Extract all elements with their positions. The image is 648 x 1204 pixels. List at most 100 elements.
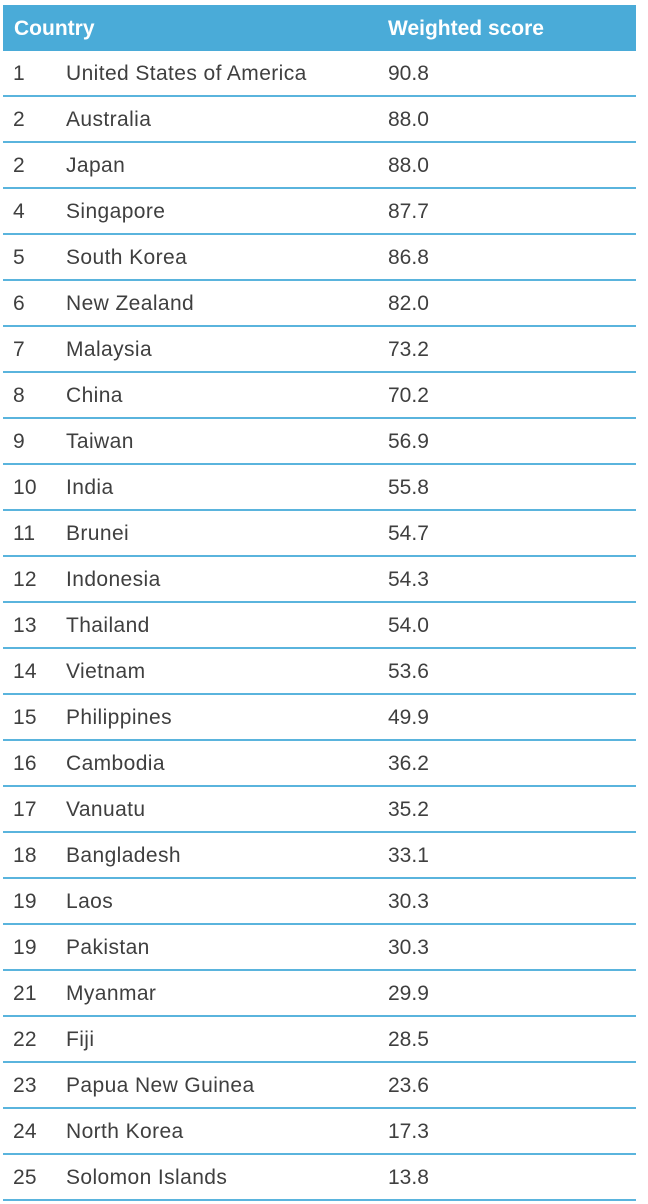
row-country: Australia [66, 108, 152, 131]
row-score: 30.3 [388, 936, 429, 959]
row-score: 30.3 [388, 890, 429, 913]
row-rank: 22 [13, 1028, 37, 1051]
row-rank: 13 [13, 614, 37, 637]
row-rank: 2 [13, 108, 25, 131]
table-row: 2 Australia 88.0 [3, 97, 636, 143]
row-rank: 6 [13, 292, 25, 315]
row-score: 87.7 [388, 200, 429, 223]
table-row: 10 India 55.8 [3, 465, 636, 511]
row-rank: 4 [13, 200, 25, 223]
row-rank: 23 [13, 1074, 37, 1097]
table-row: 18 Bangladesh 33.1 [3, 833, 636, 879]
row-score: 86.8 [388, 246, 429, 269]
table-row: 14 Vietnam 53.6 [3, 649, 636, 695]
row-country: Vanuatu [66, 798, 146, 821]
table-row: 8 China 70.2 [3, 373, 636, 419]
table-row: 11 Brunei 54.7 [3, 511, 636, 557]
table-header: Country Weighted score [3, 5, 636, 51]
row-score: 23.6 [388, 1074, 429, 1097]
table-row: 1 United States of America 90.8 [3, 51, 636, 97]
table-row: 2 Japan 88.0 [3, 143, 636, 189]
row-score: 90.8 [388, 62, 429, 85]
row-score: 55.8 [388, 476, 429, 499]
row-rank: 2 [13, 154, 25, 177]
table-row: 9 Taiwan 56.9 [3, 419, 636, 465]
row-score: 13.8 [388, 1166, 429, 1189]
row-score: 88.0 [388, 108, 429, 131]
row-rank: 19 [13, 936, 37, 959]
table-row: 5 South Korea 86.8 [3, 235, 636, 281]
row-country: Brunei [66, 522, 130, 545]
row-country: India [66, 476, 114, 499]
table-row: 24 North Korea 17.3 [3, 1109, 636, 1155]
table-row: 16 Cambodia 36.2 [3, 741, 636, 787]
table-row: 19 Pakistan 30.3 [3, 925, 636, 971]
row-score: 28.5 [388, 1028, 429, 1051]
row-country: Philippines [66, 706, 172, 729]
table-row: 4 Singapore 87.7 [3, 189, 636, 235]
ranking-table: Country Weighted score 1 United States of… [3, 5, 636, 1201]
row-score: 73.2 [388, 338, 429, 361]
row-country: Singapore [66, 200, 166, 223]
table-row: 25 Solomon Islands 13.8 [3, 1155, 636, 1201]
table-row: 23 Papua New Guinea 23.6 [3, 1063, 636, 1109]
row-rank: 12 [13, 568, 37, 591]
row-score: 53.6 [388, 660, 429, 683]
table-body: 1 United States of America 90.8 2 Australia 8… [3, 51, 636, 1201]
row-rank: 7 [13, 338, 25, 361]
table-row: 19 Laos 30.3 [3, 879, 636, 925]
row-rank: 10 [13, 476, 37, 499]
row-score: 54.7 [388, 522, 429, 545]
row-country: China [66, 384, 123, 407]
row-country: Vietnam [66, 660, 146, 683]
table-row: 22 Fiji 28.5 [3, 1017, 636, 1063]
header-country: Country [14, 17, 95, 40]
row-country: Solomon Islands [66, 1166, 228, 1189]
row-rank: 9 [13, 430, 25, 453]
row-score: 17.3 [388, 1120, 429, 1143]
row-rank: 21 [13, 982, 37, 1005]
row-score: 54.0 [388, 614, 429, 637]
row-score: 88.0 [388, 154, 429, 177]
row-score: 70.2 [388, 384, 429, 407]
row-rank: 16 [13, 752, 37, 775]
table-row: 13 Thailand 54.0 [3, 603, 636, 649]
row-country: New Zealand [66, 292, 195, 315]
row-rank: 14 [13, 660, 37, 683]
row-score: 29.9 [388, 982, 429, 1005]
row-score: 49.9 [388, 706, 429, 729]
row-country: Pakistan [66, 936, 150, 959]
row-score: 35.2 [388, 798, 429, 821]
table-row: 15 Philippines 49.9 [3, 695, 636, 741]
row-country: Papua New Guinea [66, 1074, 255, 1097]
row-rank: 1 [13, 62, 25, 85]
table-row: 12 Indonesia 54.3 [3, 557, 636, 603]
row-rank: 5 [13, 246, 25, 269]
row-country: United States of America [66, 62, 307, 85]
row-rank: 17 [13, 798, 37, 821]
table-row: 21 Myanmar 29.9 [3, 971, 636, 1017]
header-weighted-score: Weighted score [388, 17, 544, 40]
row-score: 36.2 [388, 752, 429, 775]
row-rank: 24 [13, 1120, 37, 1143]
row-country: Taiwan [66, 430, 134, 453]
row-country: Cambodia [66, 752, 165, 775]
row-country: Japan [66, 154, 126, 177]
row-country: Fiji [66, 1028, 95, 1051]
row-rank: 25 [13, 1166, 37, 1189]
row-country: Bangladesh [66, 844, 181, 867]
row-score: 54.3 [388, 568, 429, 591]
row-rank: 11 [13, 522, 36, 545]
row-country: Thailand [66, 614, 150, 637]
row-rank: 15 [13, 706, 37, 729]
row-country: North Korea [66, 1120, 184, 1143]
row-rank: 8 [13, 384, 25, 407]
row-rank: 19 [13, 890, 37, 913]
row-country: Myanmar [66, 982, 157, 1005]
row-country: South Korea [66, 246, 188, 269]
row-rank: 18 [13, 844, 37, 867]
row-country: Indonesia [66, 568, 161, 591]
table-row: 17 Vanuatu 35.2 [3, 787, 636, 833]
table-row: 6 New Zealand 82.0 [3, 281, 636, 327]
row-score: 82.0 [388, 292, 429, 315]
